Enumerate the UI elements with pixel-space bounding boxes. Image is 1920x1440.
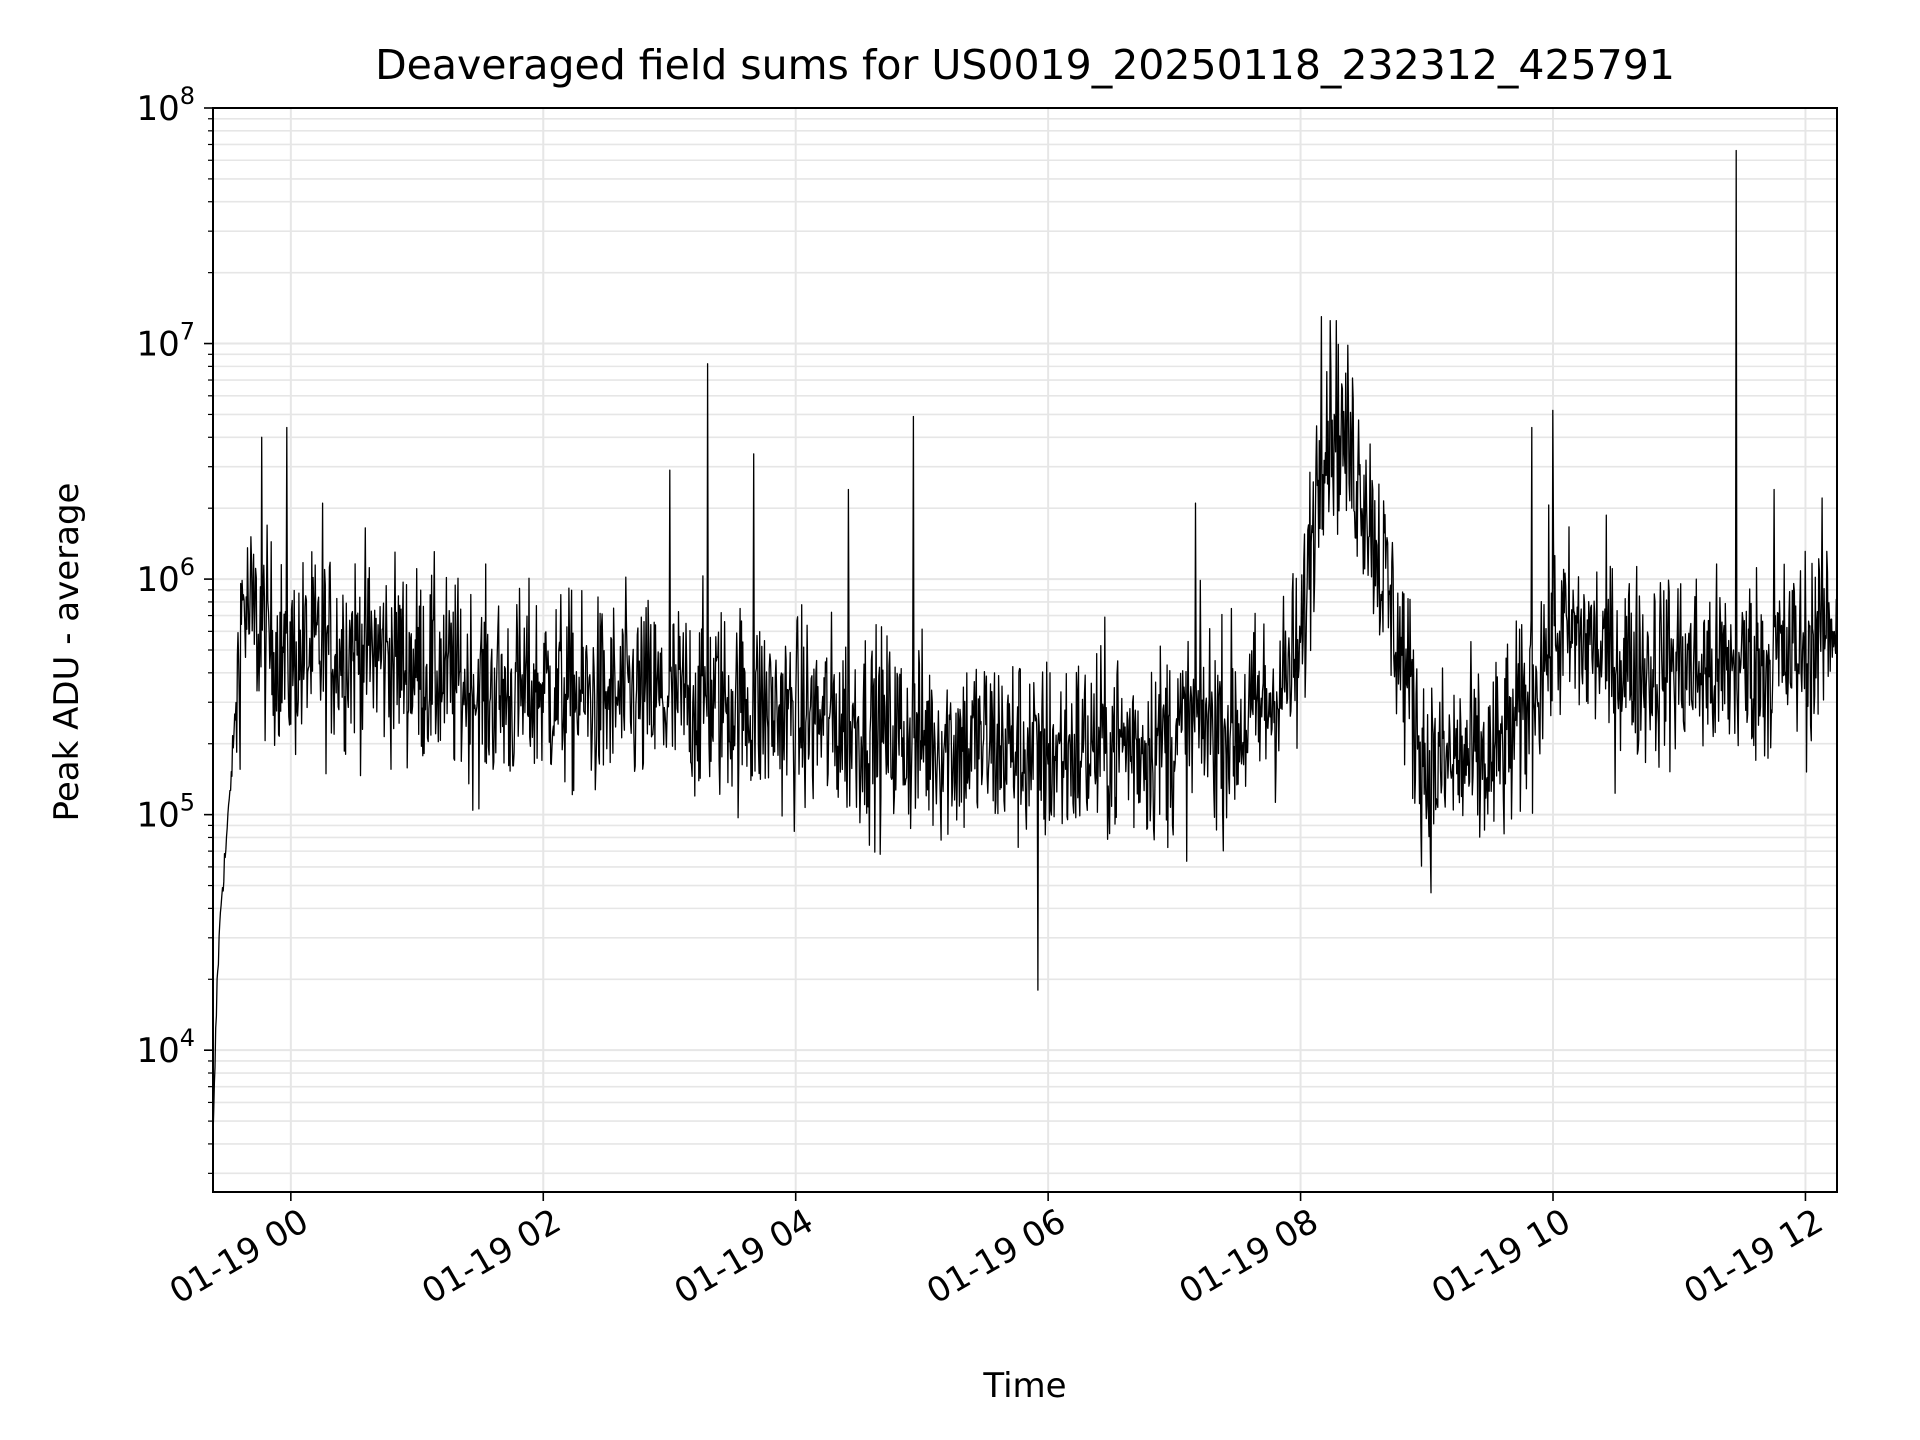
x-axis-title: Time (982, 1366, 1066, 1406)
data-layer (212, 149, 1838, 1136)
chart-title: Deaveraged field sums for US0019_2025011… (375, 41, 1675, 89)
y-axis-title: Peak ADU - average (47, 483, 87, 822)
series-line (212, 149, 1838, 1136)
y-tick-label: 106 (136, 553, 195, 600)
y-tick-label: 108 (136, 82, 195, 129)
y-tick-label: 104 (136, 1024, 195, 1071)
y-tick-label: 105 (136, 789, 195, 836)
y-tick-label: 107 (136, 318, 195, 365)
